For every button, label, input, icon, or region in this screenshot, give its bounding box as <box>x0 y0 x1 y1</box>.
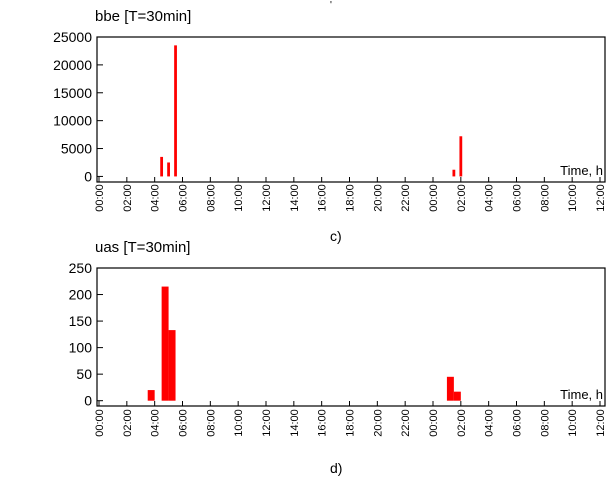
x-tick-label: 14:00 <box>289 409 301 437</box>
x-tick-label: 12:00 <box>261 184 273 212</box>
x-tick-label: 18:00 <box>345 184 357 212</box>
x-tick-label: 08:00 <box>539 184 551 212</box>
x-tick-label: 14:00 <box>289 184 301 212</box>
chart-title-bbe: bbe [T=30min] <box>95 8 192 25</box>
y-tick-label: 10000 <box>53 113 92 129</box>
x-tick-label: 06:00 <box>512 409 524 437</box>
x-tick-label: 12:00 <box>595 409 607 437</box>
y-tick-label: 5000 <box>61 141 92 157</box>
x-tick-label: 10:00 <box>233 184 245 212</box>
x-tick-label: 02:00 <box>456 184 468 212</box>
x-tick-label: 20:00 <box>372 409 384 437</box>
bar <box>167 162 170 177</box>
panel-label-d: d) <box>330 460 343 476</box>
y-tick-label: 15000 <box>53 85 92 101</box>
x-tick-label: 18:00 <box>345 409 357 437</box>
y-tick-label: 250 <box>69 260 93 276</box>
x-tick-label: 08:00 <box>205 409 217 437</box>
x-tick-label: 16:00 <box>317 184 329 212</box>
y-tick-label: 150 <box>69 313 93 329</box>
x-tick-label: 12:00 <box>261 409 273 437</box>
x-axis-label: Time, h <box>560 387 603 402</box>
x-tick-label: 10:00 <box>567 184 579 212</box>
x-tick-label: 08:00 <box>539 409 551 437</box>
plot-frame <box>96 36 606 183</box>
x-axis-label: Time, h <box>560 163 603 178</box>
bar <box>168 330 176 401</box>
bar <box>147 390 155 401</box>
x-tick-label: 00:00 <box>94 409 106 437</box>
x-tick-label: 00:00 <box>428 409 440 437</box>
y-tick-label: 25000 <box>53 29 92 45</box>
x-tick-label: 04:00 <box>484 409 496 437</box>
bar <box>453 391 461 401</box>
x-tick-label: 00:00 <box>428 184 440 212</box>
x-tick-label: 10:00 <box>567 409 579 437</box>
bar <box>446 376 454 401</box>
x-tick-label: 04:00 <box>150 409 162 437</box>
x-tick-label: 16:00 <box>317 409 329 437</box>
chart-title-uas: uas [T=30min] <box>95 239 191 256</box>
top-edge-mark: ' <box>330 0 332 11</box>
x-tick-label: 08:00 <box>205 184 217 212</box>
x-tick-label: 04:00 <box>484 184 496 212</box>
y-tick-label: 0 <box>84 168 92 184</box>
x-tick-label: 02:00 <box>122 409 134 437</box>
bar <box>160 156 164 177</box>
y-tick-label: 200 <box>69 287 93 303</box>
x-tick-label: 20:00 <box>372 184 384 212</box>
x-tick-label: 02:00 <box>122 184 134 212</box>
x-tick-label: 12:00 <box>595 184 607 212</box>
x-tick-label: 22:00 <box>400 184 412 212</box>
x-tick-label: 22:00 <box>400 409 412 437</box>
bar <box>452 169 456 177</box>
plot-frame <box>96 267 606 407</box>
x-tick-label: 00:00 <box>94 184 106 212</box>
panel-label-c: c) <box>330 228 342 244</box>
x-tick-label: 02:00 <box>456 409 468 437</box>
x-tick-label: 06:00 <box>178 184 190 212</box>
x-tick-label: 06:00 <box>512 184 524 212</box>
y-tick-label: 20000 <box>53 57 92 73</box>
y-tick-label: 50 <box>76 366 92 382</box>
bar <box>174 45 177 177</box>
y-tick-label: 0 <box>84 393 92 409</box>
x-tick-label: 06:00 <box>178 409 190 437</box>
x-tick-label: 04:00 <box>150 184 162 212</box>
bar <box>459 136 463 177</box>
y-tick-label: 100 <box>69 340 93 356</box>
x-tick-label: 10:00 <box>233 409 245 437</box>
bar <box>161 286 169 401</box>
